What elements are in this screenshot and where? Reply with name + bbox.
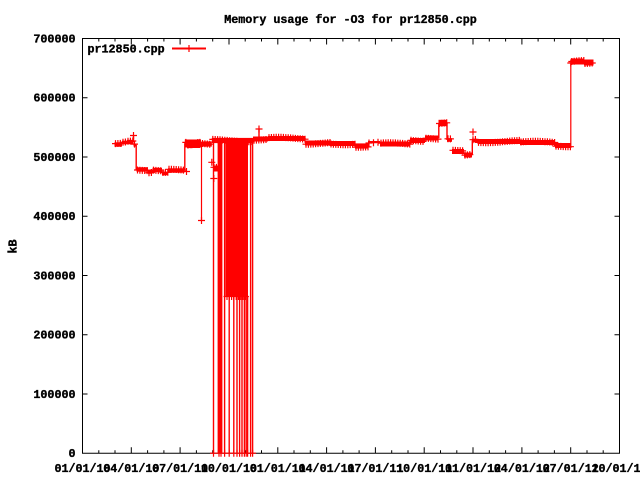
svg-text:01/01/12: 01/01/12	[445, 462, 501, 476]
svg-text:10/01/10: 10/01/10	[201, 462, 257, 476]
svg-text:300000: 300000	[33, 269, 75, 283]
svg-text:500000: 500000	[33, 151, 75, 165]
svg-text:01/01/10: 01/01/10	[54, 462, 110, 476]
svg-text:10/01/11: 10/01/11	[396, 462, 452, 476]
svg-text:400000: 400000	[33, 210, 75, 224]
svg-text:07/01/12: 07/01/12	[543, 462, 599, 476]
svg-text:Memory usage for -O3 for pr128: Memory usage for -O3 for pr12850.cpp	[224, 13, 477, 27]
svg-text:0: 0	[68, 447, 75, 461]
svg-text:04/01/12: 04/01/12	[494, 462, 550, 476]
svg-text:07/01/10: 07/01/10	[152, 462, 208, 476]
svg-text:04/01/10: 04/01/10	[103, 462, 159, 476]
svg-text:600000: 600000	[33, 92, 75, 106]
svg-text:07/01/11: 07/01/11	[347, 462, 403, 476]
svg-text:kB: kB	[7, 239, 21, 253]
svg-text:01/01/11: 01/01/11	[250, 462, 306, 476]
svg-text:04/01/11: 04/01/11	[299, 462, 355, 476]
svg-text:200000: 200000	[33, 329, 75, 343]
svg-text:700000: 700000	[33, 33, 75, 47]
svg-text:pr12850.cpp: pr12850.cpp	[88, 43, 165, 57]
svg-text:100000: 100000	[33, 388, 75, 402]
svg-text:10/01/12: 10/01/12	[591, 462, 640, 476]
